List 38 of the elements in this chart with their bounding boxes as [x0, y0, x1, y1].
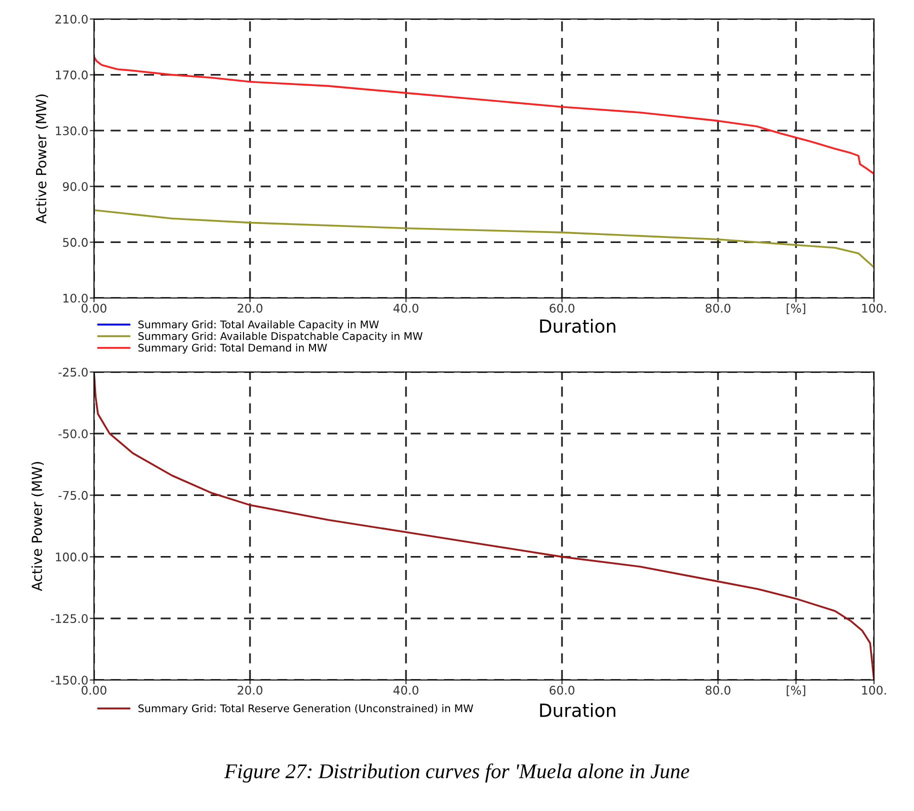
x-tick-label: 80.0 [706, 304, 730, 313]
x-tick-label: 40.0 [393, 304, 418, 313]
legend-label: Summary Grid: Total Demand in MW [138, 344, 327, 354]
line-series [94, 209, 874, 268]
y-tick-label: -75.0 [58, 490, 88, 500]
x-tick-label: 100. [862, 686, 886, 695]
y-tick-label: -50.0 [58, 429, 88, 438]
y-tick-label: 210.0 [56, 14, 88, 24]
y-tick-label: 50.0 [63, 238, 88, 247]
legend-label: Summary Grid: Total Reserve Generation (Unconstrained) in MW [138, 704, 474, 714]
x-tick-label: 80.0 [706, 686, 730, 695]
x-tick-label: 60.0 [550, 686, 574, 695]
y-tick-label: -25.0 [58, 368, 88, 377]
line-series [94, 56, 874, 175]
y-axis-title: Active Power (MW) [36, 94, 48, 224]
x-tick-label: [%] [786, 686, 806, 696]
legend-label: Summary Grid: Available Dispatchable Capacity in MW [138, 332, 422, 342]
y-tick-label: 170.0 [56, 70, 88, 80]
x-tick-label: [%] [786, 304, 806, 314]
y-axis-title: Active Power (MW) [31, 462, 44, 592]
y-tick-label: 130.0 [56, 126, 88, 136]
x-tick-label: 0.00 [82, 304, 106, 313]
x-axis-title: Duration [540, 703, 616, 718]
x-tick-label: 100. [862, 304, 886, 313]
line-series [94, 372, 874, 680]
y-tick-label: 10.0 [63, 294, 88, 303]
x-tick-label: 40.0 [393, 686, 418, 695]
x-tick-label: 60.0 [550, 304, 574, 313]
caption: Figure 27: Distribution curves for 'Muela alone in June [224, 763, 690, 783]
x-axis-title: Duration [540, 318, 616, 333]
x-tick-label: 0.00 [82, 686, 106, 695]
legend-label: Summary Grid: Total Available Capacity in MW [138, 320, 379, 330]
y-tick-label: 90.0 [62, 182, 88, 192]
y-tick-label: 100.0 [56, 552, 88, 562]
x-tick-label: 20.0 [238, 304, 262, 313]
y-tick-label: -150.0 [50, 676, 88, 685]
y-tick-label: -125.0 [50, 614, 88, 624]
x-tick-label: 20.0 [238, 686, 262, 695]
